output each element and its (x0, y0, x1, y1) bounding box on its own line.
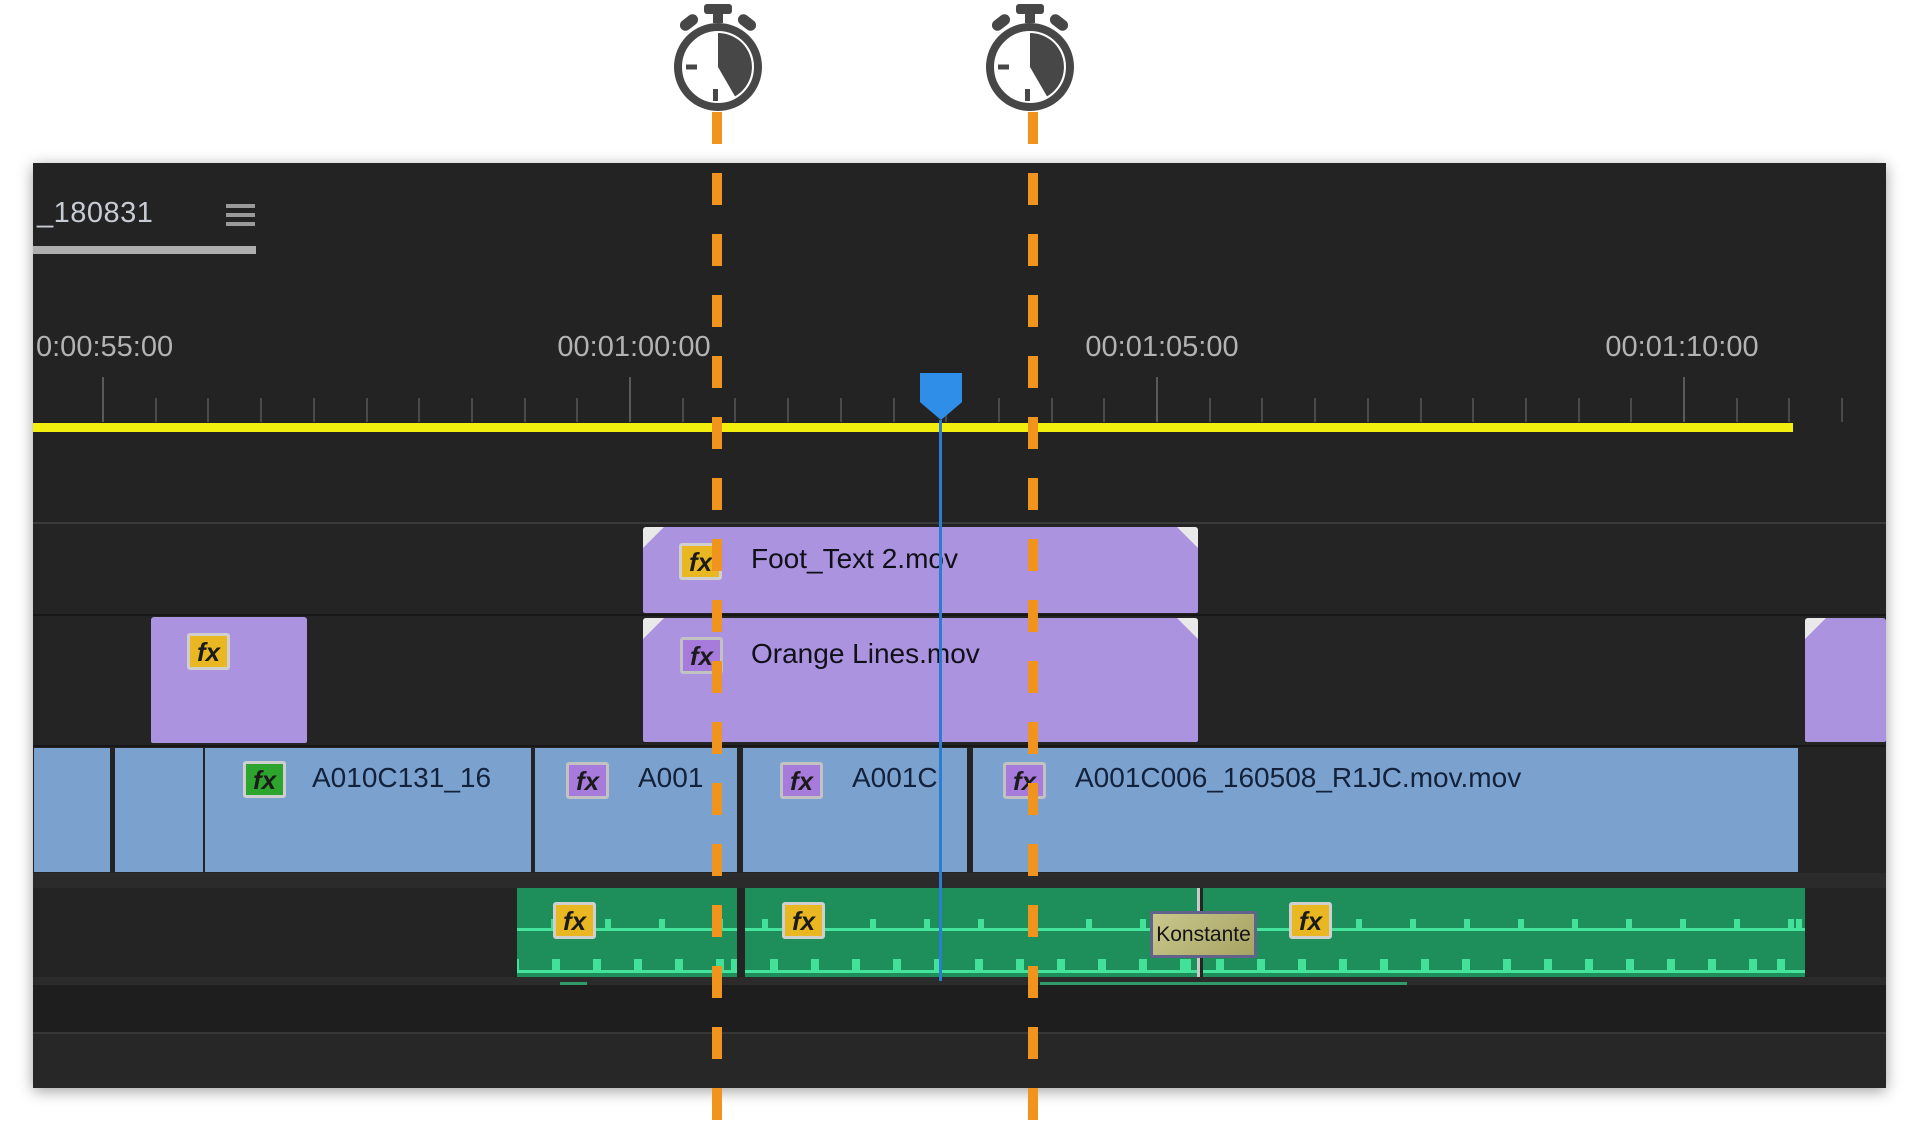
ruler-timecode: 00:01:10:00 (1605, 331, 1759, 363)
track-a2 (33, 985, 1886, 1032)
track-divider (33, 1032, 1886, 1034)
track-divider (33, 522, 1886, 524)
active-tab-indicator (33, 246, 256, 254)
stopwatch-icon (986, 4, 1074, 111)
track-divider (33, 977, 1886, 985)
stopwatch-icon (674, 4, 762, 111)
audio-clip[interactable]: fx (745, 888, 1199, 977)
video-clip[interactable]: fx A001C006_160508_R1JC.mov.mov (973, 748, 1798, 872)
clip-corner-marker (1805, 618, 1826, 639)
playhead-line (939, 420, 942, 981)
clip-corner-marker (1177, 527, 1198, 548)
orange-guide-line (1028, 112, 1038, 1132)
video-clip-orange-lines[interactable]: fx Orange Lines.mov (643, 618, 1198, 742)
sequence-tab-label[interactable]: _180831 (37, 197, 154, 229)
waveform (517, 928, 737, 931)
work-area-bar[interactable] (33, 423, 1793, 432)
waveform (745, 919, 1199, 928)
track-divider (33, 745, 1886, 747)
orange-guide-line (712, 112, 722, 1132)
audio-fade-line (1040, 982, 1407, 985)
clip-corner-marker (643, 618, 664, 639)
clip-title: A001C (852, 762, 938, 793)
video-clip[interactable] (115, 748, 203, 872)
panel-menu-icon[interactable] (226, 204, 255, 228)
clip-title: A010C131_16 (312, 762, 492, 793)
track-area-bottom (33, 1034, 1886, 1088)
audio-fade-line (560, 982, 587, 985)
timeline-panel: _180831 0:00:55:00 00:01:00:00 00:01:05:… (33, 163, 1886, 1088)
fx-badge[interactable]: fx (566, 762, 609, 799)
waveform (745, 970, 1199, 973)
audio-transition-konstante[interactable]: Konstante (1150, 911, 1257, 958)
video-clip-foot-text[interactable]: fx Foot_Text 2.mov (643, 527, 1198, 613)
waveform (1203, 970, 1805, 973)
clip-title: Foot_Text 2.mov (751, 543, 958, 574)
video-clip-edge[interactable] (1805, 618, 1886, 742)
fx-badge[interactable]: fx (243, 761, 286, 798)
audio-clip[interactable]: fx (1203, 888, 1805, 977)
waveform (745, 959, 1199, 970)
waveform (1203, 959, 1805, 970)
video-clip-small[interactable]: fx (151, 617, 307, 743)
fx-badge[interactable]: fx (187, 633, 230, 670)
ruler-timecode: 00:01:00:00 (557, 331, 711, 363)
clip-title: A001C006_160508_R1JC.mov.mov (1075, 762, 1522, 793)
waveform (745, 928, 1199, 931)
video-clip[interactable]: fx A010C131_16 (205, 748, 531, 872)
clip-title: A001 (638, 762, 704, 793)
fx-badge[interactable]: fx (782, 902, 825, 939)
track-divider (33, 873, 1886, 888)
audio-clip[interactable]: fx (517, 888, 737, 977)
waveform (517, 959, 737, 970)
track-divider (33, 614, 1886, 616)
fx-badge[interactable]: fx (1289, 902, 1332, 939)
video-clip[interactable]: fx A001C (743, 748, 967, 872)
video-clip[interactable] (34, 748, 110, 872)
waveform (1203, 928, 1805, 931)
time-ruler[interactable]: 0:00:55:00 00:01:00:00 00:01:05:00 00:01… (33, 283, 1886, 423)
fx-badge[interactable]: fx (780, 762, 823, 799)
waveform (517, 970, 737, 973)
clip-corner-marker (1177, 618, 1198, 639)
clip-title: Orange Lines.mov (751, 638, 980, 669)
ruler-timecode: 0:00:55:00 (36, 331, 174, 363)
waveform (1203, 919, 1805, 928)
ruler-timecode: 00:01:05:00 (1085, 331, 1239, 363)
waveform (517, 919, 737, 928)
fx-badge[interactable]: fx (553, 902, 596, 939)
clip-corner-marker (643, 527, 664, 548)
fx-badge[interactable]: fx (1003, 762, 1046, 799)
video-clip[interactable]: fx A001 (535, 748, 737, 872)
